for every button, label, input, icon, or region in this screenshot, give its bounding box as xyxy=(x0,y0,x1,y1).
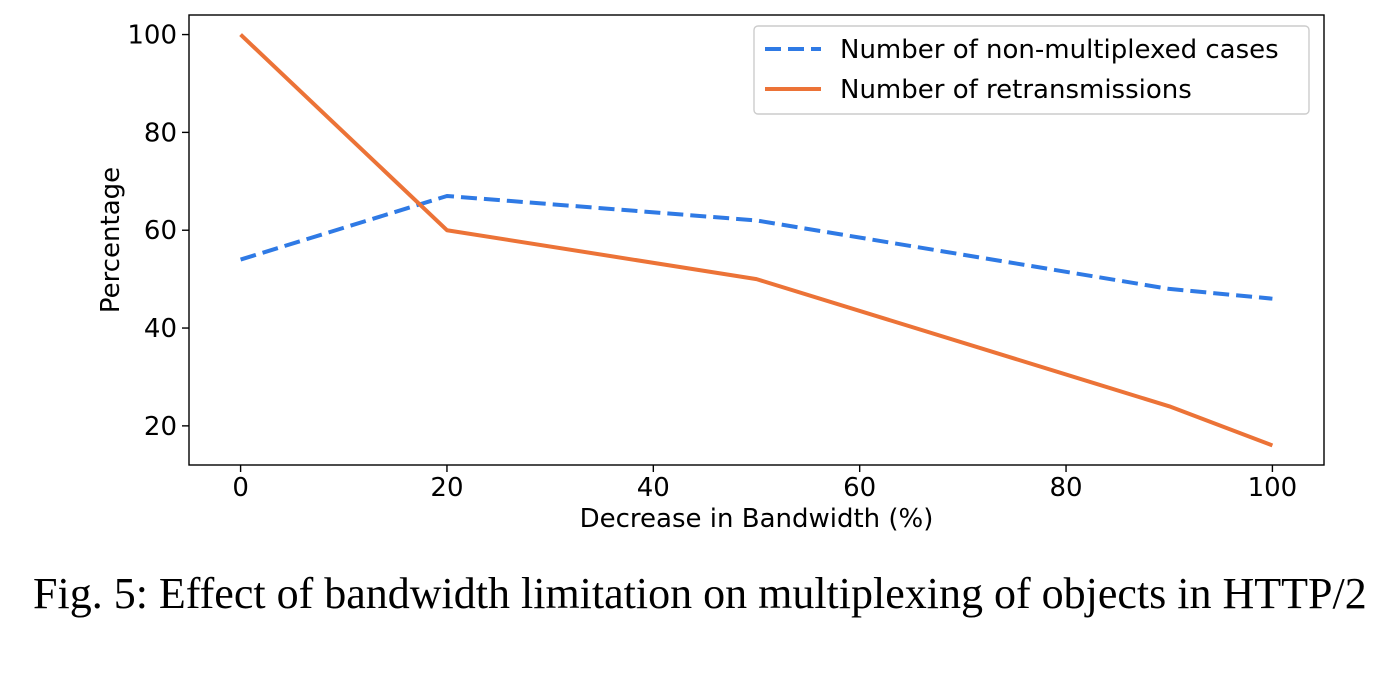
plot-area xyxy=(188,14,1325,466)
y-tick-label: 40 xyxy=(144,314,177,344)
x-tick-label: 60 xyxy=(843,473,876,503)
series-layer xyxy=(239,33,1274,448)
legend: Number of non-multiplexed cases Number o… xyxy=(753,25,1310,115)
x-tick-label: 100 xyxy=(1248,473,1298,503)
legend-entry-retransmissions: Number of retransmissions xyxy=(840,75,1192,105)
legend-entry-non-multiplexed: Number of non-multiplexed cases xyxy=(840,35,1279,65)
plot-frame xyxy=(188,14,1325,466)
y-tick-label: 60 xyxy=(144,216,177,246)
y-tick-label: 20 xyxy=(144,412,177,442)
x-tick-label: 20 xyxy=(430,473,463,503)
legend-box xyxy=(753,25,1310,115)
y-axis-label: Percentage xyxy=(96,167,126,313)
x-axis-label: Decrease in Bandwidth (%) xyxy=(580,504,934,534)
x-tick-label: 80 xyxy=(1049,473,1082,503)
y-tick-label: 100 xyxy=(127,21,177,51)
figure-caption: Fig. 5: Effect of bandwidth limitation o… xyxy=(33,569,1367,618)
x-tick-label: 40 xyxy=(637,473,670,503)
y-axis-ticks: 20 40 60 80 100 xyxy=(127,21,189,442)
x-tick-label: 0 xyxy=(232,473,249,503)
x-axis-ticks: 0 20 40 60 80 100 xyxy=(232,465,1297,503)
series-line-non-multiplexed xyxy=(240,193,1273,301)
series-line-retransmissions xyxy=(239,33,1274,448)
y-tick-label: 80 xyxy=(144,118,177,148)
line-chart: 0 20 40 60 80 100 20 40 60 80 100 Decrease in Ban… xyxy=(96,14,1325,534)
